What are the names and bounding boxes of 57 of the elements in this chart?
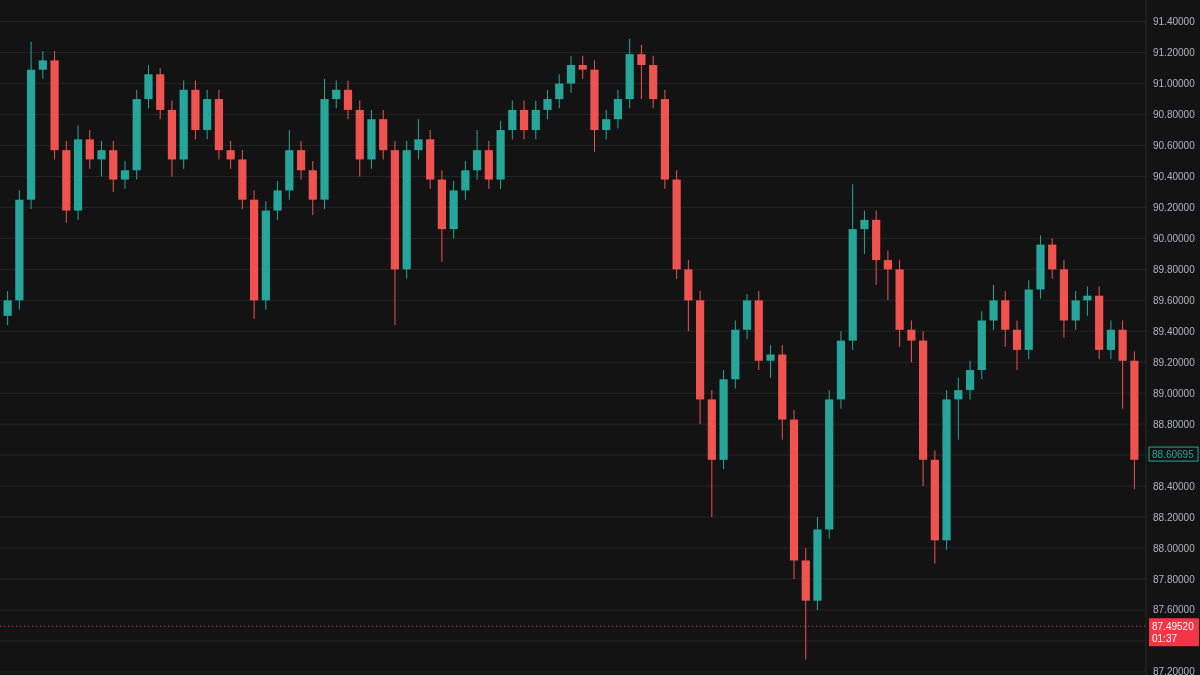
candlestick xyxy=(1083,285,1092,317)
y-tick-label: 90.40000 xyxy=(1153,170,1196,182)
y-tick-label: 89.40000 xyxy=(1153,325,1196,337)
y-tick-label: 88.20000 xyxy=(1153,511,1196,523)
y-tick-label: 90.00000 xyxy=(1153,232,1196,244)
candlestick xyxy=(296,140,306,181)
y-tick-label: 89.20000 xyxy=(1153,356,1196,368)
candlestick xyxy=(273,180,282,221)
candlestick xyxy=(613,89,623,129)
candlestick xyxy=(97,140,106,177)
y-tick-label: 88.40000 xyxy=(1153,480,1196,492)
y-tick-label: 87.20000 xyxy=(1153,666,1196,675)
y-tick-label: 87.80000 xyxy=(1153,573,1196,585)
candlestick xyxy=(578,55,587,80)
candlestick xyxy=(343,80,353,120)
candlestick xyxy=(1012,319,1022,371)
y-tick-label: 88.80000 xyxy=(1153,418,1196,430)
candlestick xyxy=(332,80,341,109)
candlestick xyxy=(965,360,975,400)
y-tick-label: 90.20000 xyxy=(1153,201,1196,213)
candlestick xyxy=(531,100,540,140)
candlestick xyxy=(508,100,517,140)
y-tick-label: 89.00000 xyxy=(1153,387,1196,399)
y-tick-label: 90.80000 xyxy=(1153,109,1196,121)
ref-line-label: 87.49520 xyxy=(1152,620,1195,632)
y-tick-label: 88.00000 xyxy=(1153,542,1196,554)
y-tick-label: 89.60000 xyxy=(1153,294,1196,306)
candlestick xyxy=(473,129,482,181)
candlestick xyxy=(543,89,552,120)
candlestick xyxy=(3,290,12,326)
y-tick-label: 91.00000 xyxy=(1153,78,1196,90)
candlestick xyxy=(414,118,423,160)
text: 01:37 xyxy=(1152,632,1178,644)
candlestick xyxy=(637,44,646,100)
y-tick-label: 90.60000 xyxy=(1153,140,1196,152)
y-tick-label: 91.40000 xyxy=(1153,16,1196,28)
y-tick-label: 91.20000 xyxy=(1153,47,1196,59)
candlestick xyxy=(226,140,235,170)
candlestick xyxy=(519,100,529,140)
candlestick xyxy=(1071,290,1080,331)
candlestick xyxy=(555,73,564,109)
candlestick xyxy=(38,50,47,80)
text: 88.60695 xyxy=(1152,448,1195,460)
candlestick xyxy=(954,377,963,441)
candlestick xyxy=(860,210,869,255)
candlestick xyxy=(85,129,94,170)
candlestick xyxy=(766,344,775,379)
candlestick xyxy=(120,160,130,190)
candlestick xyxy=(989,284,998,331)
candlestick xyxy=(566,55,576,94)
candlestick xyxy=(1106,319,1116,360)
candlestick xyxy=(602,109,611,140)
candlestick xyxy=(907,319,916,363)
y-tick-label: 89.80000 xyxy=(1153,263,1196,275)
y-tick-label: 87.60000 xyxy=(1153,604,1196,616)
candlestick xyxy=(461,160,470,201)
candlestick xyxy=(883,250,892,301)
